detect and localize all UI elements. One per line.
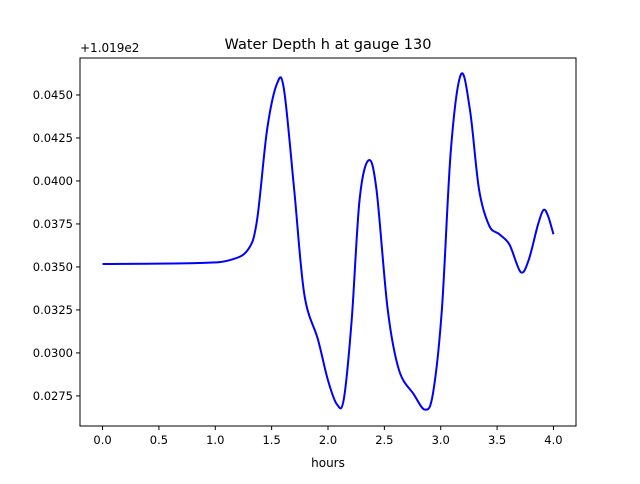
y-tick-label: 0.0325 (33, 303, 73, 317)
x-tick-label: 3.0 (432, 433, 450, 447)
x-axis-label: hours (311, 456, 345, 470)
chart-title: Water Depth h at gauge 130 (225, 37, 432, 53)
y-tick-label: 0.0350 (33, 260, 73, 274)
y-tick-label: 0.0275 (33, 389, 73, 403)
y-tick-label: 0.0400 (33, 174, 73, 188)
x-tick-label: 1.5 (262, 433, 280, 447)
x-tick-label: 0.5 (150, 433, 168, 447)
y-tick-label: 0.0425 (33, 131, 73, 145)
x-tick-label: 3.5 (488, 433, 506, 447)
y-tick-label: 0.0300 (33, 346, 73, 360)
plot-area-frame (79, 57, 577, 427)
x-tick-label: 2.0 (319, 433, 337, 447)
y-tick-label: 0.0450 (33, 88, 73, 102)
x-tick-label: 2.5 (375, 433, 393, 447)
x-tick-label: 4.0 (544, 433, 562, 447)
x-tick-label: 0.0 (93, 433, 111, 447)
x-tick-label: 1.0 (206, 433, 224, 447)
series-line-h (102, 72, 555, 411)
y-tick-label: 0.0375 (33, 217, 73, 231)
y-offset-text: +1.019e2 (80, 41, 139, 55)
